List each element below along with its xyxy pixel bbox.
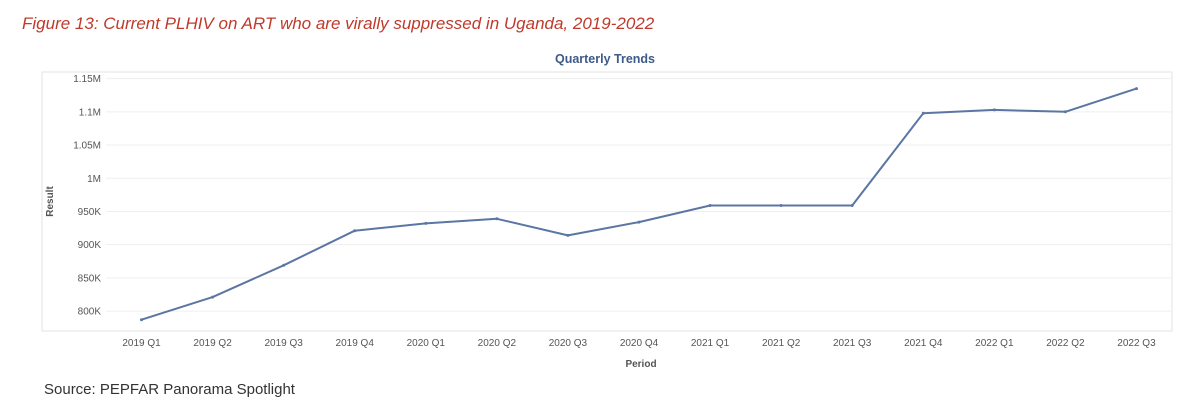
chart-container: Quarterly Trends 800K 850K 900K 950K 1M 1.05M… <box>0 40 1195 380</box>
x-tick-label: 2021 Q4 <box>904 338 943 349</box>
y-tick-label: 1.05M <box>73 141 101 152</box>
x-tick-label: 2022 Q3 <box>1117 338 1156 349</box>
data-point <box>353 229 357 233</box>
data-point <box>140 318 143 322</box>
x-tick-label: 2019 Q3 <box>264 338 303 349</box>
gridlines <box>106 78 1172 312</box>
data-point <box>779 204 783 207</box>
x-tick-label: 2020 Q1 <box>407 338 446 349</box>
figure-caption: Figure 13: Current PLHIV on ART who are … <box>22 14 655 33</box>
y-tick-label: 950K <box>78 207 102 218</box>
line-chart: Quarterly Trends 800K 850K 900K 950K 1M 1.05M… <box>41 52 1173 370</box>
x-tick-label: 2021 Q2 <box>762 338 801 349</box>
x-tick-label: 2019 Q2 <box>193 338 232 349</box>
data-point <box>1063 110 1067 114</box>
y-tick-label: 1.15M <box>73 74 101 85</box>
data-point <box>992 108 996 112</box>
x-axis-ticks: 2019 Q1 2019 Q2 2019 Q3 2019 Q4 2020 Q1 2020 … <box>122 338 1156 349</box>
x-tick-label: 2019 Q4 <box>336 338 375 349</box>
x-tick-label: 2021 Q1 <box>691 338 730 349</box>
data-point <box>637 220 641 224</box>
x-tick-label: 2020 Q4 <box>620 338 659 349</box>
data-point <box>566 233 570 237</box>
y-tick-label: 900K <box>78 240 102 251</box>
y-tick-label: 1.1M <box>79 107 101 118</box>
chart-title: Quarterly Trends <box>555 52 655 66</box>
series-layer <box>140 87 1138 322</box>
series-line <box>140 87 1138 321</box>
x-tick-label: 2019 Q1 <box>122 338 161 349</box>
x-axis-label: Period <box>625 359 656 370</box>
plot-border <box>41 71 1173 332</box>
y-tick-label: 850K <box>78 273 102 284</box>
source-note: Source: PEPFAR Panorama Spotlight <box>44 381 295 398</box>
y-axis-label: Result <box>45 186 56 217</box>
data-point <box>424 221 428 225</box>
y-tick-label: 800K <box>78 307 102 318</box>
data-point <box>211 295 215 299</box>
data-point <box>850 204 854 207</box>
data-point <box>708 204 712 207</box>
data-point <box>921 111 925 115</box>
x-tick-label: 2022 Q1 <box>975 338 1014 349</box>
x-tick-label: 2020 Q3 <box>549 338 588 349</box>
y-tick-label: 1M <box>87 174 101 185</box>
x-tick-label: 2021 Q3 <box>833 338 872 349</box>
data-point <box>282 263 286 267</box>
x-tick-label: 2020 Q2 <box>478 338 517 349</box>
y-axis-ticks: 800K 850K 900K 950K 1M 1.05M 1.1M 1.15M <box>73 74 101 317</box>
plot-frame <box>41 71 1173 332</box>
x-tick-label: 2022 Q2 <box>1046 338 1085 349</box>
data-point <box>495 217 499 221</box>
data-point <box>1135 87 1138 91</box>
